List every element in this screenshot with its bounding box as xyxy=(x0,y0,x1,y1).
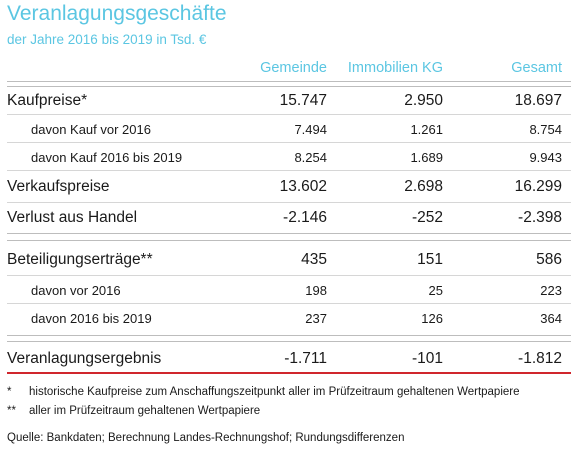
cell-immobilien-kg: 2.950 xyxy=(404,92,443,109)
row-label: Veranlagungsergebnis xyxy=(7,350,162,367)
column-header-gemeinde: Gemeinde xyxy=(260,60,327,76)
column-header-gesamt: Gesamt xyxy=(511,60,562,76)
cell-gesamt: 18.697 xyxy=(514,92,562,109)
row-label: Verkaufspreise xyxy=(7,178,110,195)
cell-gemeinde: 13.602 xyxy=(279,178,327,195)
cell-gemeinde: 435 xyxy=(301,251,327,268)
table-row: Kaufpreise* 15.747 2.950 18.697 xyxy=(0,92,577,114)
table-row: davon Kauf 2016 bis 2019 8.254 1.689 9.9… xyxy=(0,150,577,172)
row-divider xyxy=(7,202,571,203)
source-note: Quelle: Bankdaten; Berechnung Landes-Rec… xyxy=(7,432,405,444)
cell-immobilien-kg: -101 xyxy=(411,350,443,367)
cell-gesamt: -1.812 xyxy=(518,350,562,367)
cell-gesamt: 16.299 xyxy=(514,178,562,195)
cell-gemeinde: 15.747 xyxy=(279,92,327,109)
row-label: Kaufpreise* xyxy=(7,92,88,109)
row-label: davon 2016 bis 2019 xyxy=(31,311,152,326)
cell-gesamt: 223 xyxy=(540,283,562,298)
row-label: davon vor 2016 xyxy=(31,283,121,298)
section-rule xyxy=(7,233,571,234)
table-row: davon vor 2016 198 25 223 xyxy=(0,283,577,305)
row-divider xyxy=(7,142,571,143)
row-label: davon Kauf vor 2016 xyxy=(31,122,151,137)
row-label: Beteiligungserträge** xyxy=(7,251,153,268)
footnote: ** aller im Prüfzeitraum gehaltenen Wertp… xyxy=(7,405,260,417)
cell-gemeinde: -2.146 xyxy=(283,209,327,226)
footnote: * historische Kaufpreise zum Anschaffungs… xyxy=(7,386,520,398)
row-divider xyxy=(7,170,571,171)
row-divider xyxy=(7,275,571,276)
cell-gemeinde: 198 xyxy=(305,283,327,298)
table-row: davon Kauf vor 2016 7.494 1.261 8.754 xyxy=(0,122,577,144)
section-rule-double xyxy=(7,240,571,241)
table-title: Veranlagungsgeschäfte xyxy=(7,2,227,25)
cell-gesamt: 364 xyxy=(540,311,562,326)
footnote-text: aller im Prüfzeitraum gehaltenen Wertpap… xyxy=(29,405,261,417)
table-row: davon 2016 bis 2019 237 126 364 xyxy=(0,311,577,333)
cell-gemeinde: 8.254 xyxy=(294,150,327,165)
cell-immobilien-kg: 151 xyxy=(417,251,443,268)
cell-gesamt: -2.398 xyxy=(518,209,562,226)
table-row: Verkaufspreise 13.602 2.698 16.299 xyxy=(0,178,577,200)
footnote-marker: * xyxy=(7,386,12,398)
table-row: Beteiligungserträge** 435 151 586 xyxy=(0,251,577,273)
total-rule xyxy=(7,372,571,374)
header-rule xyxy=(7,81,571,82)
row-label: davon Kauf 2016 bis 2019 xyxy=(31,150,183,165)
cell-gesamt: 9.943 xyxy=(529,150,562,165)
cell-gemeinde: -1.711 xyxy=(284,350,327,367)
cell-gemeinde: 7.494 xyxy=(294,122,327,137)
row-divider xyxy=(7,303,571,304)
header-rule-double xyxy=(7,86,571,87)
cell-immobilien-kg: 25 xyxy=(428,283,443,298)
section-rule xyxy=(7,335,571,336)
table-row: Verlust aus Handel -2.146 -252 -2.398 xyxy=(0,209,577,231)
cell-gemeinde: 237 xyxy=(305,311,327,326)
row-divider xyxy=(7,114,571,115)
table-row: Veranlagungsergebnis -1.711 -101 -1.812 xyxy=(0,350,577,372)
cell-immobilien-kg: -252 xyxy=(411,209,443,226)
cell-immobilien-kg: 126 xyxy=(421,311,443,326)
cell-immobilien-kg: 1.261 xyxy=(410,122,443,137)
cell-immobilien-kg: 2.698 xyxy=(404,178,443,195)
row-label: Verlust aus Handel xyxy=(7,209,138,226)
cell-gesamt: 8.754 xyxy=(529,122,562,137)
section-rule-double xyxy=(7,341,571,342)
cell-immobilien-kg: 1.689 xyxy=(410,150,443,165)
footnote-text: historische Kaufpreise zum Anschaffungsz… xyxy=(29,386,520,398)
cell-gesamt: 586 xyxy=(536,251,562,268)
column-header-immobilien-kg: Immobilien KG xyxy=(347,60,443,76)
footnote-marker: ** xyxy=(7,405,16,417)
table-subtitle: der Jahre 2016 bis 2019 in Tsd. € xyxy=(7,32,207,47)
